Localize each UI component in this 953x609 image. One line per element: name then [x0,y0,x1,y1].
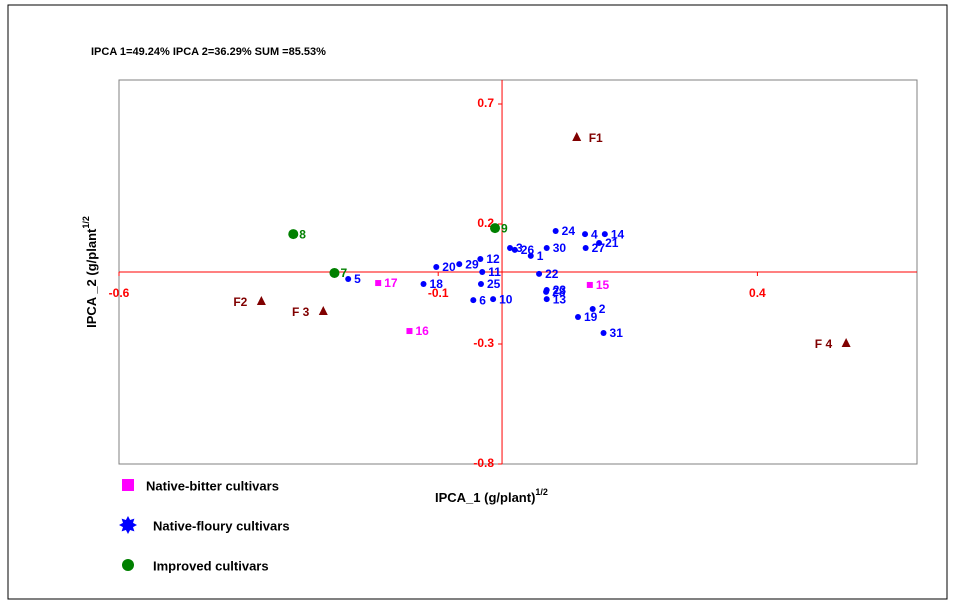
point [596,239,603,246]
legend-label: Native-floury cultivars [153,518,290,533]
point-label: 9 [501,221,508,235]
y-label-sup: 1/2 [81,216,91,229]
subtitle: IPCA 1=49.24% IPCA 2=36.29% SUM =85.53% [91,46,326,58]
point-label: 29 [465,257,479,271]
point-label: 25 [487,277,501,291]
point-label: 11 [488,265,501,279]
point [288,229,299,240]
x-axis-label: IPCA_1 (g/plant)1/2 [435,487,548,505]
point-label: 16 [415,324,429,338]
point-label: 12 [486,252,500,266]
point-label: 3 [516,241,523,255]
point [586,281,593,288]
point [490,296,497,303]
point [477,256,484,263]
point-label: 27 [592,241,606,255]
point [470,297,477,304]
point [575,314,582,320]
factor-label: F 3 [292,305,310,319]
y-tick-label: -0.3 [473,336,494,350]
point [536,270,543,277]
frame [7,4,948,600]
point [543,288,550,295]
y-label-text: IPCA _2 (g/plant [84,228,99,328]
point [582,245,589,251]
point-label: 30 [553,241,567,255]
point [479,269,486,275]
point-label: 21 [605,236,619,250]
point [543,245,550,251]
point [589,305,596,312]
x-tick-label: 0.4 [749,286,766,300]
point-label: 10 [499,292,513,306]
point [582,231,589,238]
y-tick-label: 0.7 [477,96,494,110]
point [600,329,607,336]
point-label: 2 [599,302,606,316]
point-label: 1 [537,249,544,263]
point [433,263,440,270]
point-label: 8 [299,227,306,241]
factor-label: F1 [589,131,603,145]
x-tick-label: -0.6 [109,286,130,300]
legend-label: Native-bitter cultivars [146,478,279,493]
y-axis-label: IPCA _2 (g/plant1/2 [81,216,99,328]
point-label: 6 [479,293,486,307]
point [527,252,534,259]
point [543,296,550,303]
point [345,275,352,282]
point-label: 7 [340,266,347,280]
point [329,267,340,278]
x-tick-label: -0.1 [428,286,449,300]
point [490,223,501,234]
legend-marker [119,516,137,534]
x-label-sup: 1/2 [535,487,548,497]
point-label: 31 [610,326,624,340]
factor-point [841,338,851,348]
legend-marker [122,479,134,491]
legend-label: Improved cultivars [153,558,269,573]
point [420,281,427,287]
point-label: 13 [553,292,567,306]
point-label: 17 [384,276,398,290]
legend-marker [122,559,134,571]
point-label: 18 [430,277,444,291]
factor-point [572,132,582,141]
point-label: 28 [552,285,566,299]
point [507,245,514,251]
point-label: 5 [354,272,361,286]
point [406,328,413,335]
y-tick-label: -0.8 [473,456,494,470]
factor-label: F 4 [815,337,833,351]
point [456,261,463,268]
factor-label: F2 [233,295,247,309]
point [375,280,382,287]
point-label: 23 [553,283,567,297]
point-label: 24 [562,224,576,238]
point-label: 19 [584,310,598,324]
point-label: 4 [591,227,598,241]
point [601,231,608,238]
factor-point [318,306,328,315]
factor-point [256,296,266,306]
point-label: 14 [611,227,625,241]
point-label: 22 [545,267,559,281]
point-label: 15 [596,278,610,292]
x-label-text: IPCA_1 (g/plant) [435,490,535,505]
point [477,281,484,287]
y-tick-label: 0.2 [477,216,494,230]
point [552,227,559,234]
point [511,246,518,253]
point-label: 20 [442,260,456,274]
